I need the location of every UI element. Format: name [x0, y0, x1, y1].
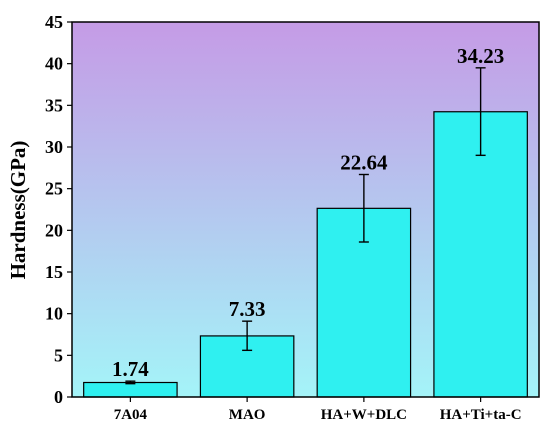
error-bar [125, 380, 136, 385]
data-labels-layer: 1.74 7.33 22.64 34.23 [112, 44, 504, 381]
y-axis: 0 5 10 15 20 25 30 35 40 45 [45, 12, 72, 407]
bar-7a04 [83, 381, 178, 398]
y-tick-label: 35 [45, 95, 63, 115]
x-tick-label: HA+Ti+ta-C [440, 407, 522, 423]
y-tick-label: 5 [54, 345, 63, 365]
y-tick-label: 40 [45, 54, 63, 74]
x-axis: 7A04 MAO HA+W+DLC HA+Ti+ta-C [114, 397, 522, 423]
y-tick-label: 45 [45, 12, 63, 32]
x-tick-label: MAO [229, 407, 266, 423]
y-tick-label: 25 [45, 179, 63, 199]
data-label: 34.23 [457, 44, 504, 68]
x-tick-label: HA+W+DLC [321, 407, 407, 423]
plot-frame [71, 21, 540, 398]
bars-layer [83, 111, 528, 398]
error-bar [475, 67, 486, 157]
y-tick-label: 30 [45, 137, 63, 157]
bar-ha-ti-ta-c [433, 111, 528, 398]
data-label: 22.64 [340, 151, 388, 175]
y-tick-label: 15 [45, 262, 63, 282]
data-label: 7.33 [229, 297, 266, 321]
error-bar [358, 173, 369, 243]
x-tick-label: 7A04 [114, 407, 148, 423]
y-tick-label: 0 [54, 387, 63, 407]
y-tick-label: 20 [45, 220, 63, 240]
data-label: 1.74 [112, 357, 149, 381]
error-bars-layer [125, 67, 486, 385]
y-tick-label: 10 [45, 304, 63, 324]
y-axis-title: Hardness(GPa) [6, 141, 30, 280]
error-bar [242, 320, 253, 352]
